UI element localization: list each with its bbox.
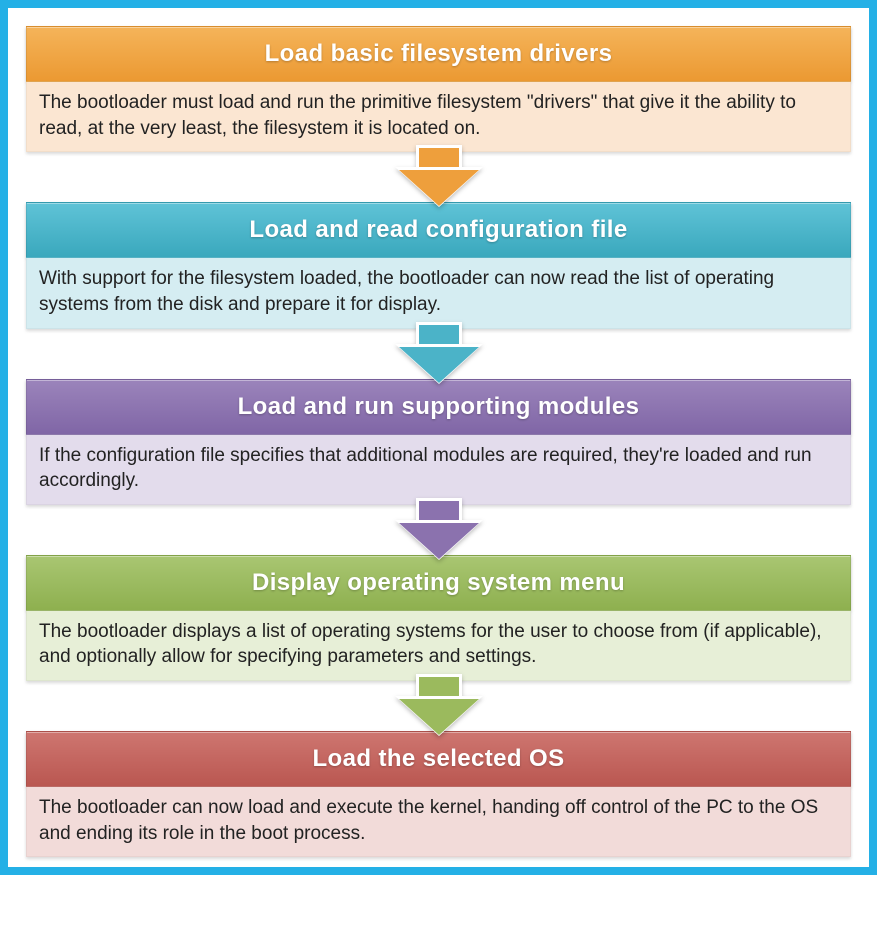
arrow-4 [26, 677, 851, 735]
step-1: Load basic filesystem drivers The bootlo… [26, 26, 851, 152]
flowchart-frame: Load basic filesystem drivers The bootlo… [0, 0, 877, 875]
step-title: Load and run supporting modules [26, 379, 851, 435]
step-title: Display operating system menu [26, 555, 851, 611]
step-title: Load basic filesystem drivers [26, 26, 851, 82]
step-3: Load and run supporting modules If the c… [26, 379, 851, 505]
step-desc: With support for the filesystem loaded, … [26, 258, 851, 328]
arrow-1 [26, 148, 851, 206]
arrow-3 [26, 501, 851, 559]
step-title: Load the selected OS [26, 731, 851, 787]
step-desc: The bootloader displays a list of operat… [26, 611, 851, 681]
step-2: Load and read configuration file With su… [26, 202, 851, 328]
step-desc: The bootloader can now load and execute … [26, 787, 851, 857]
step-4: Display operating system menu The bootlo… [26, 555, 851, 681]
step-title: Load and read configuration file [26, 202, 851, 258]
step-desc: If the configuration file specifies that… [26, 435, 851, 505]
step-5: Load the selected OS The bootloader can … [26, 731, 851, 857]
step-desc: The bootloader must load and run the pri… [26, 82, 851, 152]
arrow-2 [26, 325, 851, 383]
